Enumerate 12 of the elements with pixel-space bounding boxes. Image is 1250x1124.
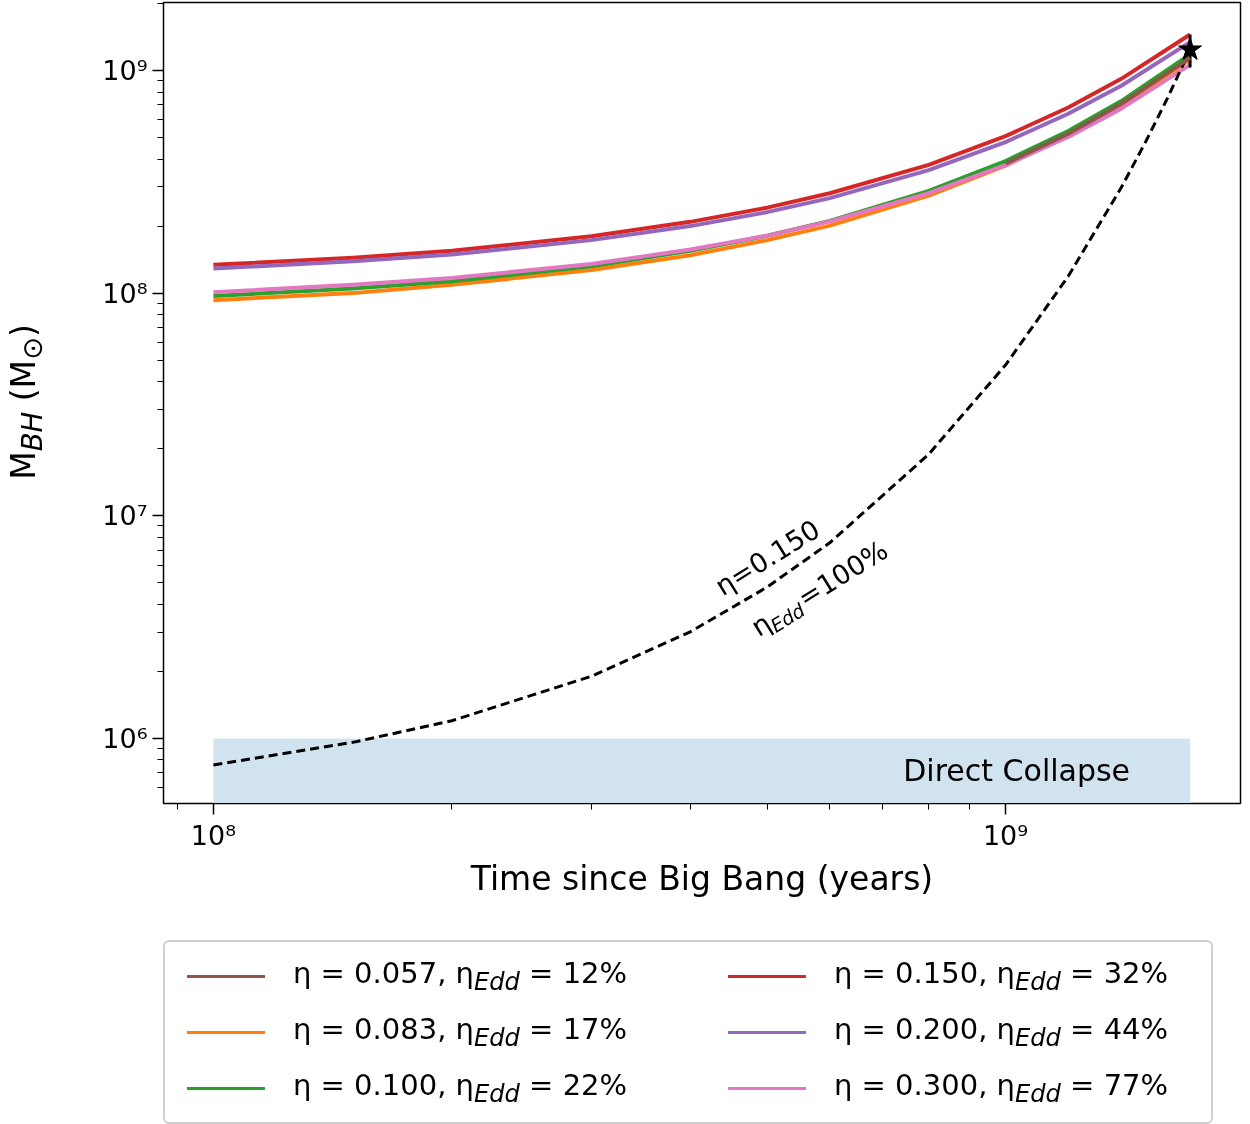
x-axis-title: Time since Big Bang (years)	[469, 858, 934, 898]
legend-label: η = 0.150, η$_{Edd}$ = 32%	[834, 954, 1169, 998]
y-tick-label: 10⁸	[102, 277, 148, 309]
y-tick-label: 10⁹	[102, 54, 148, 86]
legend-label: η = 0.083, η$_{Edd}$ = 17%	[293, 1010, 628, 1054]
legend-label: η = 0.100, η$_{Edd}$ = 22%	[293, 1066, 628, 1110]
legend-label: η = 0.200, η$_{Edd}$ = 44%	[834, 1010, 1169, 1054]
legend-label: η = 0.300, η$_{Edd}$ = 77%	[834, 1066, 1169, 1110]
y-tick-label: 10⁶	[102, 722, 148, 754]
band-label: Direct Collapse	[903, 753, 1131, 789]
legend-label: η = 0.057, η$_{Edd}$ = 12%	[293, 954, 628, 998]
y-tick-label: 10⁷	[102, 500, 148, 532]
